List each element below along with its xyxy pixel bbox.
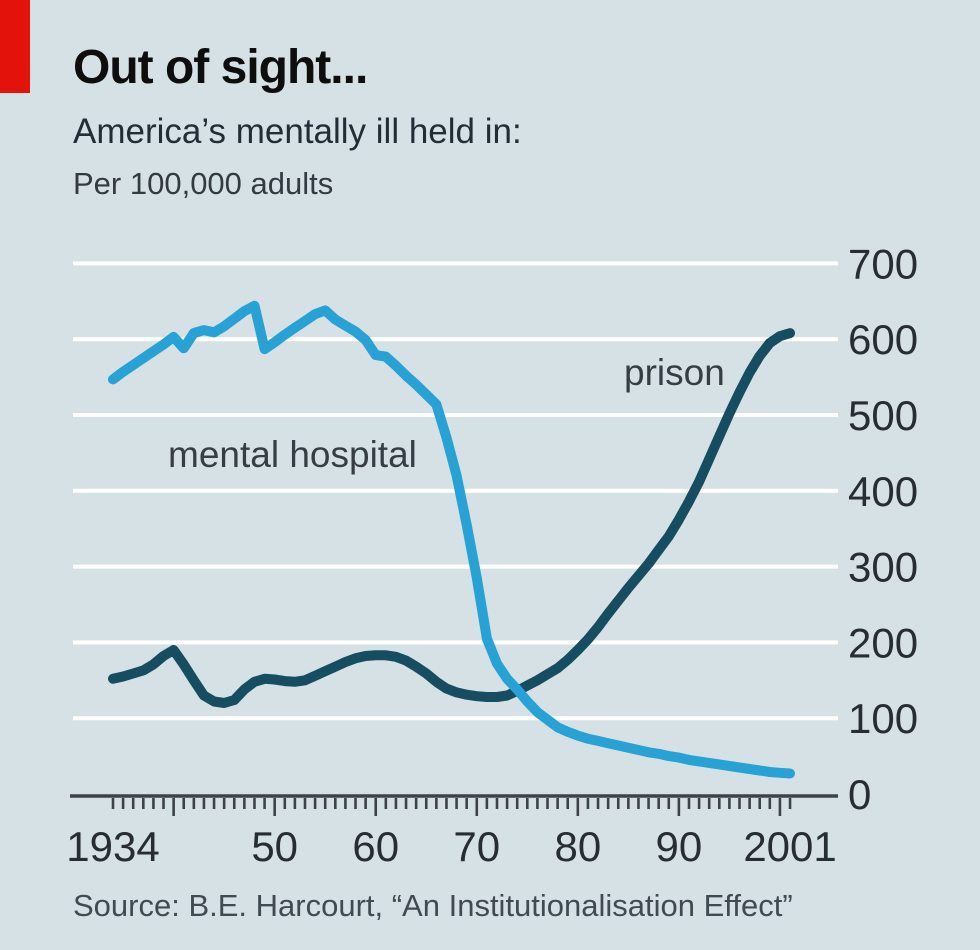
y-axis-label-100: 100 bbox=[848, 695, 918, 742]
x-axis-label-1960: 60 bbox=[352, 823, 399, 870]
series-label-prison: prison bbox=[624, 352, 725, 393]
series-line-mental-hospital bbox=[108, 300, 795, 779]
x-axis-label-1934: 1934 bbox=[66, 823, 159, 870]
source-note: Source: B.E. Harcourt, “An Institutional… bbox=[73, 888, 793, 923]
page-subtitle: America’s mentally ill held in: bbox=[73, 112, 522, 151]
y-axis-label-0: 0 bbox=[848, 771, 871, 818]
unit-label: Per 100,000 adults bbox=[73, 166, 334, 201]
y-axis-label-600: 600 bbox=[848, 316, 918, 363]
x-axis-label-1950: 50 bbox=[251, 823, 298, 870]
y-axis-label-300: 300 bbox=[848, 544, 918, 591]
y-axis-label-700: 700 bbox=[848, 240, 918, 287]
x-axis-label-1970: 70 bbox=[453, 823, 500, 870]
y-axis-label-400: 400 bbox=[848, 468, 918, 515]
series-label-mental-hospital: mental hospital bbox=[168, 434, 417, 475]
x-axis-label-1980: 80 bbox=[554, 823, 601, 870]
x-axis-label-2001: 2001 bbox=[743, 823, 836, 870]
red-accent-tab bbox=[0, 0, 30, 93]
series-line-prison bbox=[108, 328, 795, 708]
x-axis-label-1990: 90 bbox=[656, 823, 703, 870]
page-title: Out of sight... bbox=[73, 41, 368, 94]
y-axis-label-500: 500 bbox=[848, 392, 918, 439]
y-axis-label-200: 200 bbox=[848, 619, 918, 666]
